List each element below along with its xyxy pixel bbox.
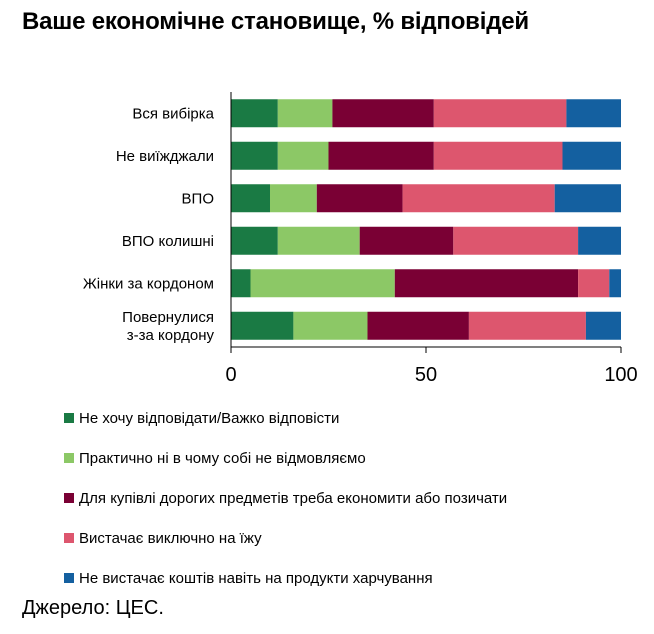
bar-segment-2-2 bbox=[277, 141, 329, 170]
bar-segment-5-5 bbox=[609, 269, 621, 298]
legend-swatch bbox=[64, 453, 74, 463]
bar-segment-4-1 bbox=[231, 226, 278, 255]
legend-swatch bbox=[64, 413, 74, 423]
bar-segment-1-3 bbox=[332, 99, 434, 128]
legend-swatch bbox=[64, 533, 74, 543]
bar-segment-1-4 bbox=[433, 99, 567, 128]
bar-segment-5-2 bbox=[250, 269, 395, 298]
bar-segment-2-4 bbox=[433, 141, 563, 170]
legend-item: Практично ні в чому собі не відмовляємо bbox=[64, 448, 366, 468]
legend-swatch bbox=[64, 493, 74, 503]
x-tick-label: 50 bbox=[415, 364, 437, 386]
bar-segment-6-4 bbox=[468, 311, 586, 340]
legend-label: Практично ні в чому собі не відмовляємо bbox=[79, 449, 366, 467]
bar-segment-2-3 bbox=[328, 141, 434, 170]
bar-segment-5-4 bbox=[578, 269, 610, 298]
bar-segment-3-5 bbox=[554, 184, 621, 213]
bar-segment-3-2 bbox=[270, 184, 317, 213]
chart-title: Ваше економічне становище, % відповідей bbox=[22, 8, 529, 35]
x-tick-label: 100 bbox=[604, 364, 637, 386]
category-label: Повернулися з-за кордону bbox=[122, 309, 214, 344]
bar-segment-6-3 bbox=[367, 311, 469, 340]
bar-segment-4-5 bbox=[578, 226, 621, 255]
bar-segment-6-1 bbox=[231, 311, 294, 340]
x-tick-label: 0 bbox=[225, 364, 236, 386]
bar-segment-5-1 bbox=[231, 269, 251, 298]
category-label: Жінки за кордоном bbox=[83, 275, 214, 292]
category-label: ВПО bbox=[182, 190, 214, 207]
bar-segment-3-1 bbox=[231, 184, 270, 213]
legend-label: Вистачає виключно на їжу bbox=[79, 529, 262, 547]
category-label: Вся вибірка bbox=[132, 105, 214, 122]
legend-label: Не хочу відповідати/Важко відповісти bbox=[79, 409, 340, 427]
stacked-bar-chart: Вся вибірка Не виїжджали ВПО ВПО колишні Жін… bbox=[83, 92, 638, 386]
bar-segment-1-5 bbox=[566, 99, 621, 128]
bar-segment-6-5 bbox=[585, 311, 621, 340]
bar-segment-4-2 bbox=[277, 226, 360, 255]
bar-segment-1-2 bbox=[277, 99, 333, 128]
bar-segment-3-4 bbox=[402, 184, 555, 213]
bar-segment-5-3 bbox=[394, 269, 579, 298]
bar-segment-4-4 bbox=[453, 226, 579, 255]
bar-segment-1-1 bbox=[231, 99, 278, 128]
bar-segment-2-1 bbox=[231, 141, 278, 170]
legend-item: Не хочу відповідати/Важко відповісти bbox=[64, 408, 339, 428]
legend-swatch bbox=[64, 573, 74, 583]
bar-segment-3-3 bbox=[316, 184, 403, 213]
legend-label: Для купівлі дорогих предметів треба екон… bbox=[79, 489, 508, 507]
legend-item: Вистачає виключно на їжу bbox=[64, 528, 262, 548]
legend-label: Не вистачає коштів навіть на продукти ха… bbox=[79, 569, 433, 587]
category-label: ВПО колишні bbox=[122, 233, 214, 250]
category-label: Не виїжджали bbox=[116, 148, 214, 165]
bar-segment-2-5 bbox=[562, 141, 621, 170]
legend-item: Не вистачає коштів навіть на продукти ха… bbox=[64, 568, 433, 588]
bar-segment-4-3 bbox=[359, 226, 454, 255]
bar-segment-6-2 bbox=[293, 311, 368, 340]
source-note: Джерело: ЦЕС. bbox=[22, 597, 164, 619]
legend-item: Для купівлі дорогих предметів треба екон… bbox=[64, 488, 507, 508]
